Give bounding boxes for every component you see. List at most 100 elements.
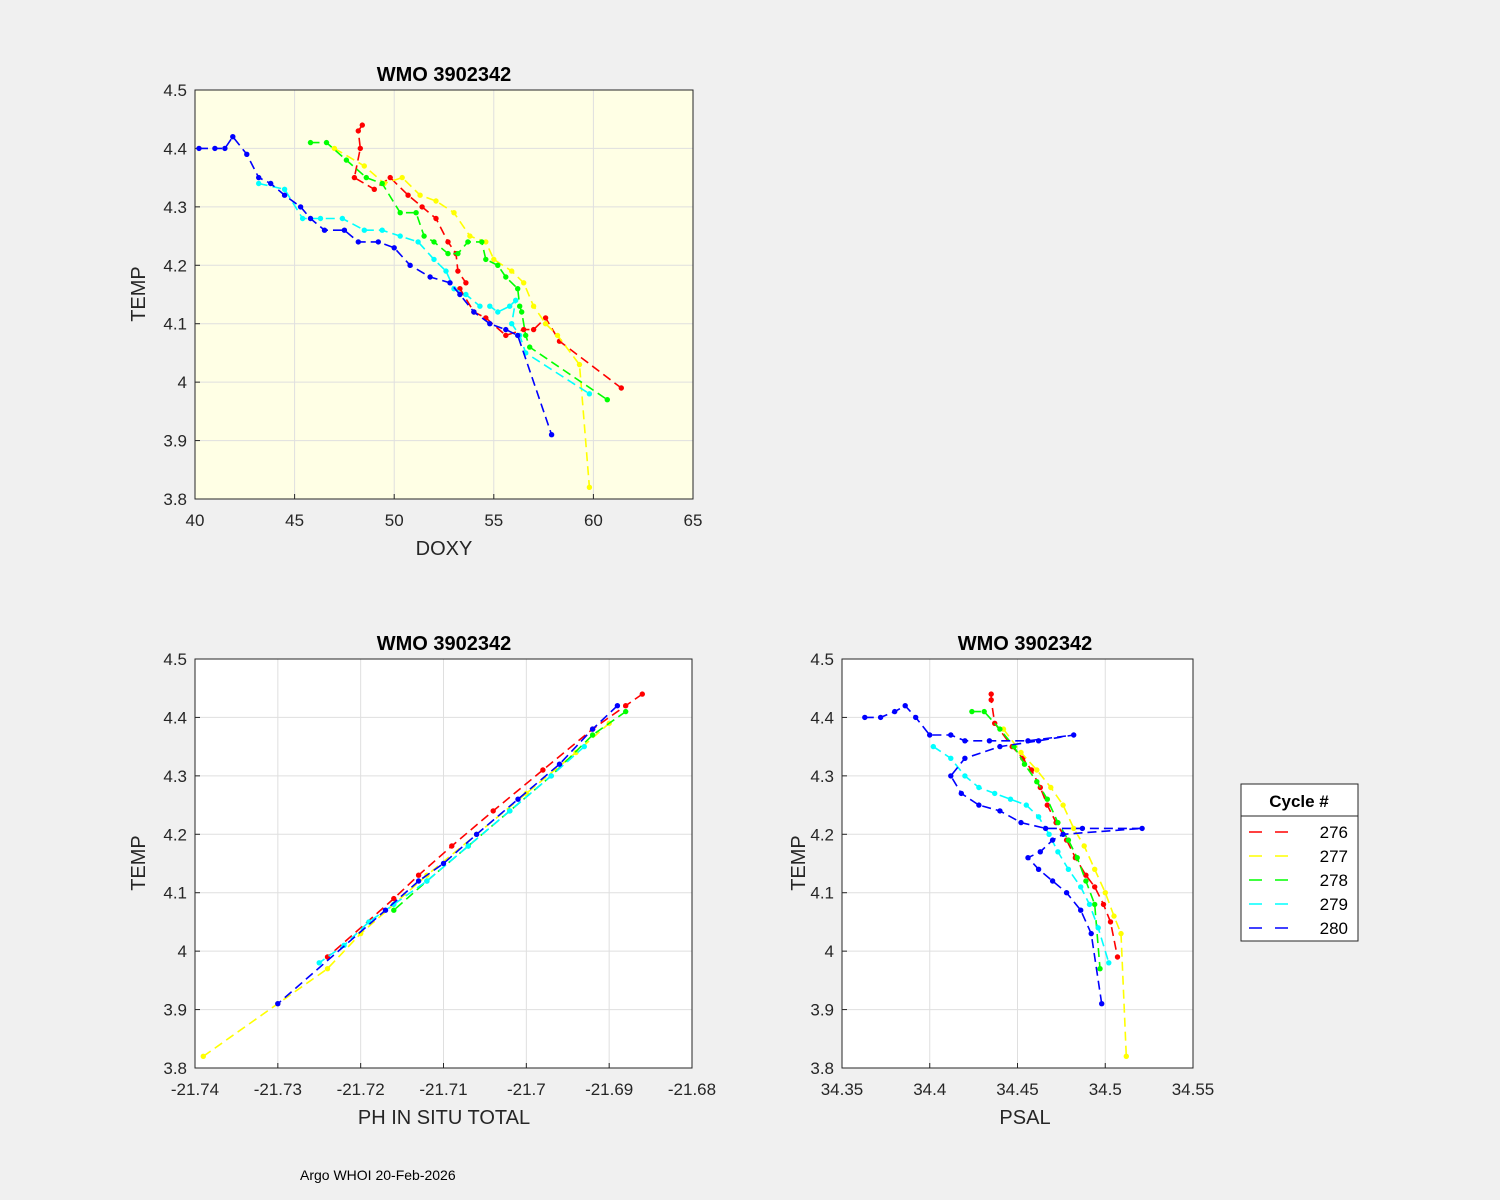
x-tick-label: -21.74 [171,1080,219,1099]
data-point [948,732,954,738]
y-tick-label: 4 [825,942,834,961]
data-point [230,134,236,140]
data-point [355,128,361,134]
data-point [1139,825,1145,832]
data-point [256,174,262,181]
data-point [962,738,968,744]
data-point [581,743,587,750]
data-point [355,239,361,245]
data-point [415,872,422,878]
data-point [1060,831,1066,837]
axes-frame [841,658,1194,1069]
series-280 [275,703,621,1007]
x-tick-label: 45 [285,511,304,530]
data-point [988,697,994,703]
data-point [200,1053,206,1060]
data-point [1055,849,1061,855]
data-point [451,210,457,216]
data-point [307,215,314,222]
legend-label: 276 [1320,823,1348,842]
x-tick-label: 34.4 [913,1080,946,1099]
x-tick-label: 34.55 [1172,1080,1215,1099]
series-279 [316,743,587,966]
series-line-277 [1002,728,1128,1057]
x-tick-label: 60 [584,511,603,530]
data-point [440,860,447,867]
x-tick-label: -21.72 [337,1080,385,1099]
data-point [969,708,975,715]
data-point [379,180,385,187]
data-point [623,708,629,715]
y-tick-label: 3.9 [163,432,187,451]
series-line-279 [258,182,590,395]
series-line-279 [318,746,585,964]
data-point [1021,761,1028,767]
legend-label: 279 [1320,895,1348,914]
data-point [281,192,288,198]
data-point [487,321,493,327]
data-point [407,262,413,268]
data-point [316,960,322,966]
series-line-276 [990,694,1119,958]
data-point [586,391,593,397]
data-point [490,808,496,814]
data-point [375,239,381,245]
data-point [503,326,509,333]
data-point [391,895,397,902]
series-group [196,122,624,490]
data-point [341,227,348,233]
series-278 [969,708,1103,972]
series-278 [307,139,610,403]
data-point [523,332,529,339]
data-point [988,691,994,697]
data-point [487,303,493,309]
y-tick-label: 3.9 [163,1001,187,1020]
series-277 [1000,726,1130,1060]
data-point [623,703,629,709]
data-point [415,878,422,884]
data-point [449,843,455,849]
data-point [509,321,515,327]
data-point [387,174,393,181]
data-point [503,274,509,280]
data-point [1118,930,1124,937]
data-point [576,361,583,368]
data-point [361,163,367,169]
data-point [1007,796,1014,802]
y-tick-label: 4.5 [163,81,187,100]
axes-background [195,90,693,499]
data-point [542,321,549,327]
data-point [986,738,993,744]
data-point [275,1001,281,1007]
data-point [317,215,324,222]
data-point [517,303,523,309]
data-point [515,796,521,802]
y-tick-label: 4.1 [810,884,834,903]
axes-frame [194,658,693,1069]
data-point [1044,802,1051,808]
data-point [530,326,537,333]
axes-frame [194,89,694,500]
y-tick-label: 4 [178,373,187,392]
data-point [1048,784,1054,791]
data-point [445,239,451,245]
series-276 [324,691,645,960]
data-point [256,180,262,187]
data-point [431,239,437,245]
data-point [397,233,403,239]
data-point [339,215,346,222]
data-point [521,326,527,333]
x-tick-label: 50 [385,511,404,530]
legend-label: 277 [1320,847,1348,866]
series-279 [256,180,593,397]
data-point [927,732,933,738]
legend: Cycle # 276 277 278 279 280 [1240,783,1359,942]
data-point [371,186,377,192]
data-point [465,239,471,245]
data-point [930,743,936,750]
y-tick-label: 3.8 [810,1059,834,1078]
plot-title: WMO 3902342 [958,633,1093,655]
plot-psal: 34.35 34.4 34.45 34.5 34.55 3.8 3.9 4 4.1 4.2 4.3 4… [788,633,1214,1129]
data-point [479,239,485,245]
y-tick-label: 3.8 [163,490,187,509]
